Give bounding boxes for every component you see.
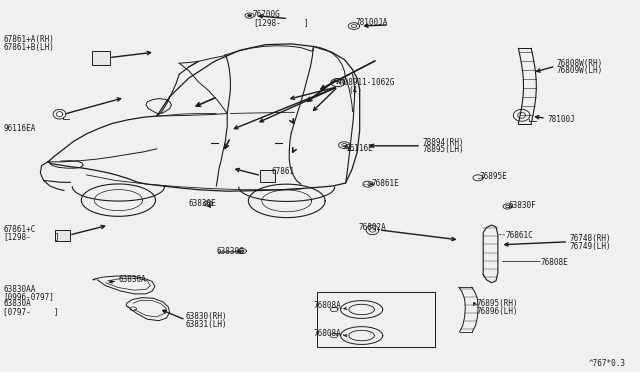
Bar	[55, 230, 70, 241]
Text: 76808A: 76808A	[314, 301, 341, 310]
Text: 63830E: 63830E	[189, 199, 216, 208]
Bar	[92, 51, 110, 65]
Text: 78895(LH): 78895(LH)	[422, 145, 464, 154]
Text: 78894(RH): 78894(RH)	[422, 138, 464, 147]
Text: 63830AA: 63830AA	[3, 285, 36, 294]
Text: 96116E: 96116E	[346, 144, 373, 153]
Text: 63830A: 63830A	[118, 275, 146, 284]
Text: [1298-: [1298-	[253, 18, 280, 27]
Text: N08911-1062G: N08911-1062G	[339, 78, 395, 87]
Text: 63831(LH): 63831(LH)	[186, 320, 227, 329]
Text: [0797-     ]: [0797- ]	[3, 307, 59, 316]
Text: 63830F: 63830F	[509, 201, 536, 210]
Text: ^767*0.3: ^767*0.3	[589, 359, 626, 368]
Text: 76895E: 76895E	[480, 172, 508, 181]
Text: (4): (4)	[349, 86, 363, 94]
Text: [1298-: [1298-	[3, 232, 31, 241]
Text: 67861: 67861	[272, 167, 295, 176]
Text: 78100J: 78100J	[547, 115, 575, 124]
Text: ]: ]	[54, 232, 59, 241]
Text: 76808A: 76808A	[314, 329, 341, 338]
Text: 76802A: 76802A	[358, 223, 386, 232]
Text: 96116EA: 96116EA	[3, 124, 36, 133]
Text: 67861+C: 67861+C	[3, 225, 36, 234]
Text: 76749(LH): 76749(LH)	[570, 242, 611, 251]
Bar	[260, 170, 275, 182]
Text: 76861E: 76861E	[371, 179, 399, 188]
Text: 76896(LH): 76896(LH)	[477, 307, 518, 316]
Text: 63830A: 63830A	[3, 299, 31, 308]
Text: 63830G: 63830G	[216, 247, 244, 256]
Bar	[317, 292, 435, 347]
Text: N: N	[335, 80, 340, 85]
Text: ]: ]	[304, 18, 308, 27]
Text: [0996-0797]: [0996-0797]	[3, 292, 54, 301]
Text: 63830(RH): 63830(RH)	[186, 312, 227, 321]
Text: 76748(RH): 76748(RH)	[570, 234, 611, 243]
Text: 67861+A(RH): 67861+A(RH)	[3, 35, 54, 44]
Text: 76700G: 76700G	[253, 10, 280, 19]
Text: 76808W(RH): 76808W(RH)	[557, 59, 603, 68]
Text: 67861+B(LH): 67861+B(LH)	[3, 43, 54, 52]
Text: 78100JA: 78100JA	[355, 18, 388, 27]
Text: 76808E: 76808E	[541, 258, 568, 267]
Text: 76895(RH): 76895(RH)	[477, 299, 518, 308]
Text: 76861C: 76861C	[506, 231, 533, 240]
Circle shape	[248, 15, 252, 17]
Text: 76809W(LH): 76809W(LH)	[557, 66, 603, 75]
